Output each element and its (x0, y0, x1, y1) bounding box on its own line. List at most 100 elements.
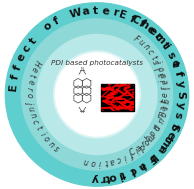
Text: o: o (25, 93, 34, 98)
Text: f: f (172, 70, 184, 77)
Text: f: f (12, 63, 23, 71)
Text: n: n (151, 123, 161, 132)
Text: g: g (160, 98, 169, 104)
Text: o: o (42, 21, 54, 33)
Text: t: t (34, 125, 43, 132)
Text: N: N (81, 110, 84, 115)
Text: n: n (46, 139, 56, 149)
Text: a: a (134, 143, 143, 153)
Text: a: a (81, 6, 90, 17)
Bar (101, 84, 134, 111)
Text: f: f (137, 18, 146, 29)
Text: l: l (155, 65, 164, 70)
Text: r: r (173, 70, 184, 78)
Text: n: n (28, 112, 38, 120)
Text: s: s (152, 58, 161, 66)
Text: H: H (32, 58, 42, 67)
Text: n: n (141, 43, 151, 52)
Text: y: y (175, 101, 185, 109)
Text: e: e (164, 129, 177, 140)
Text: t: t (119, 168, 127, 180)
Text: f: f (52, 16, 61, 27)
Text: i: i (153, 60, 162, 66)
Circle shape (54, 51, 140, 138)
Text: o: o (148, 129, 158, 138)
Text: o: o (90, 158, 95, 167)
Text: t: t (170, 60, 181, 69)
Text: t: t (159, 40, 170, 50)
Text: s: s (172, 111, 184, 120)
Text: t: t (160, 99, 169, 103)
Text: C: C (128, 147, 138, 157)
Circle shape (37, 35, 157, 155)
Text: t: t (28, 36, 38, 46)
Text: e: e (144, 24, 156, 36)
Text: i: i (117, 170, 123, 180)
Text: e: e (25, 79, 35, 85)
Text: a: a (109, 156, 116, 166)
Text: m: m (152, 31, 167, 46)
Text: m: m (157, 136, 172, 151)
Text: S: S (168, 122, 180, 133)
Text: E: E (118, 9, 128, 21)
Text: b: b (146, 151, 159, 163)
Text: f: f (10, 74, 21, 81)
Text: S: S (176, 91, 186, 98)
Text: N: N (81, 67, 84, 71)
Text: o: o (157, 110, 167, 117)
Text: r: r (160, 86, 169, 90)
Text: t: t (169, 121, 180, 129)
Text: c: c (21, 43, 33, 54)
Text: o: o (141, 137, 151, 146)
Text: s: s (165, 50, 177, 60)
Text: C: C (129, 14, 141, 26)
Text: l: l (160, 87, 169, 89)
Circle shape (5, 3, 189, 186)
Text: a: a (159, 78, 168, 85)
Text: a: a (158, 105, 168, 111)
Text: d: d (136, 141, 146, 151)
Text: c: c (115, 154, 122, 164)
Text: t: t (93, 6, 98, 16)
Text: f: f (128, 13, 137, 24)
Text: e: e (160, 92, 169, 97)
Text: a: a (157, 71, 167, 78)
Text: o: o (155, 65, 165, 73)
Text: m: m (156, 110, 167, 120)
Text: t: t (105, 172, 111, 183)
Text: F: F (132, 34, 140, 44)
Text: E: E (8, 83, 19, 91)
Text: y: y (175, 80, 185, 88)
Text: i: i (160, 42, 171, 51)
Text: r: r (112, 8, 120, 19)
Text: p: p (152, 122, 162, 130)
Text: l: l (128, 165, 135, 176)
Text: e: e (146, 25, 158, 38)
Text: i: i (138, 160, 147, 170)
Text: n: n (157, 72, 167, 79)
Text: s: s (52, 144, 61, 154)
Text: u: u (136, 38, 146, 48)
Text: t: t (27, 73, 37, 78)
Text: c: c (145, 48, 155, 57)
Text: F: F (144, 153, 156, 165)
Text: h: h (138, 19, 150, 32)
Text: PDI based photocatalysts: PDI based photocatalysts (51, 60, 143, 66)
Text: W: W (68, 7, 82, 20)
Text: b: b (144, 134, 153, 143)
Text: c: c (152, 31, 164, 43)
Text: i: i (159, 79, 168, 83)
Text: u: u (155, 116, 165, 124)
Text: i: i (133, 146, 139, 154)
Text: i: i (122, 152, 127, 161)
Text: j: j (25, 101, 34, 104)
Text: r: r (139, 139, 148, 148)
Text: y: y (92, 173, 99, 183)
Text: i: i (38, 131, 46, 138)
Bar (101, 84, 134, 111)
Text: e: e (101, 6, 110, 17)
Text: r: r (99, 173, 105, 183)
Text: r: r (25, 87, 34, 91)
Text: f: f (127, 149, 134, 158)
Text: t: t (163, 133, 174, 143)
